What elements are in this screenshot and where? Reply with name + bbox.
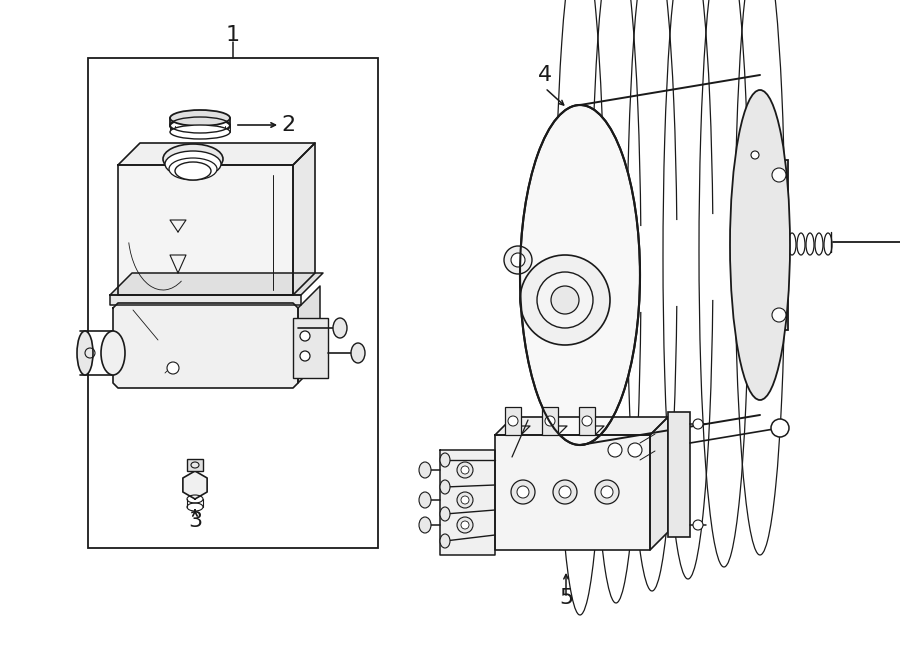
Circle shape xyxy=(628,443,642,457)
Ellipse shape xyxy=(191,462,199,468)
Circle shape xyxy=(582,416,592,426)
Circle shape xyxy=(517,486,529,498)
Polygon shape xyxy=(118,143,315,165)
Polygon shape xyxy=(293,143,315,295)
Bar xyxy=(505,407,521,435)
Bar xyxy=(668,412,690,537)
Circle shape xyxy=(772,168,786,182)
Ellipse shape xyxy=(419,492,431,508)
Polygon shape xyxy=(505,426,530,435)
Circle shape xyxy=(457,492,473,508)
Circle shape xyxy=(511,253,525,267)
Circle shape xyxy=(772,308,786,322)
Circle shape xyxy=(693,520,703,530)
Text: 2: 2 xyxy=(281,115,295,135)
Circle shape xyxy=(457,462,473,478)
Ellipse shape xyxy=(333,318,347,338)
Ellipse shape xyxy=(351,343,365,363)
Ellipse shape xyxy=(170,118,230,134)
Circle shape xyxy=(511,480,535,504)
Ellipse shape xyxy=(419,517,431,533)
Ellipse shape xyxy=(170,125,230,139)
Circle shape xyxy=(461,466,469,474)
Bar xyxy=(88,58,378,548)
Ellipse shape xyxy=(440,453,450,467)
Bar xyxy=(542,407,558,435)
Ellipse shape xyxy=(175,162,211,180)
Ellipse shape xyxy=(77,331,93,375)
Ellipse shape xyxy=(170,110,230,126)
Circle shape xyxy=(559,486,571,498)
Ellipse shape xyxy=(730,90,790,400)
Polygon shape xyxy=(110,295,301,305)
Circle shape xyxy=(300,331,310,341)
Polygon shape xyxy=(110,273,323,295)
Bar xyxy=(187,459,203,471)
Ellipse shape xyxy=(440,534,450,548)
Ellipse shape xyxy=(163,144,223,174)
Text: 3: 3 xyxy=(188,511,202,531)
Polygon shape xyxy=(118,165,293,295)
Ellipse shape xyxy=(165,151,221,177)
Polygon shape xyxy=(542,426,567,435)
Polygon shape xyxy=(113,303,298,388)
Circle shape xyxy=(537,272,593,328)
Circle shape xyxy=(461,521,469,529)
Ellipse shape xyxy=(440,480,450,494)
Circle shape xyxy=(508,416,518,426)
Circle shape xyxy=(595,480,619,504)
Circle shape xyxy=(457,517,473,533)
Circle shape xyxy=(461,496,469,504)
Circle shape xyxy=(601,486,613,498)
Polygon shape xyxy=(650,417,668,550)
Polygon shape xyxy=(440,450,495,555)
Circle shape xyxy=(300,351,310,361)
Circle shape xyxy=(520,255,610,345)
Polygon shape xyxy=(495,417,668,435)
Ellipse shape xyxy=(520,105,640,445)
Polygon shape xyxy=(579,426,604,435)
Text: 1: 1 xyxy=(226,25,240,45)
Circle shape xyxy=(608,443,622,457)
Polygon shape xyxy=(183,471,207,499)
Bar xyxy=(579,407,595,435)
Bar xyxy=(293,318,328,378)
Circle shape xyxy=(553,480,577,504)
Circle shape xyxy=(693,419,703,429)
Polygon shape xyxy=(495,435,650,550)
Circle shape xyxy=(771,419,789,437)
Polygon shape xyxy=(298,286,320,383)
Ellipse shape xyxy=(440,507,450,521)
Circle shape xyxy=(545,416,555,426)
Circle shape xyxy=(751,151,759,159)
Circle shape xyxy=(167,362,179,374)
Ellipse shape xyxy=(169,158,217,180)
Bar xyxy=(770,160,788,330)
Circle shape xyxy=(504,246,532,274)
Ellipse shape xyxy=(101,331,125,375)
Circle shape xyxy=(551,286,579,314)
Text: 4: 4 xyxy=(538,65,552,85)
Ellipse shape xyxy=(419,462,431,478)
Text: 5: 5 xyxy=(559,588,573,608)
